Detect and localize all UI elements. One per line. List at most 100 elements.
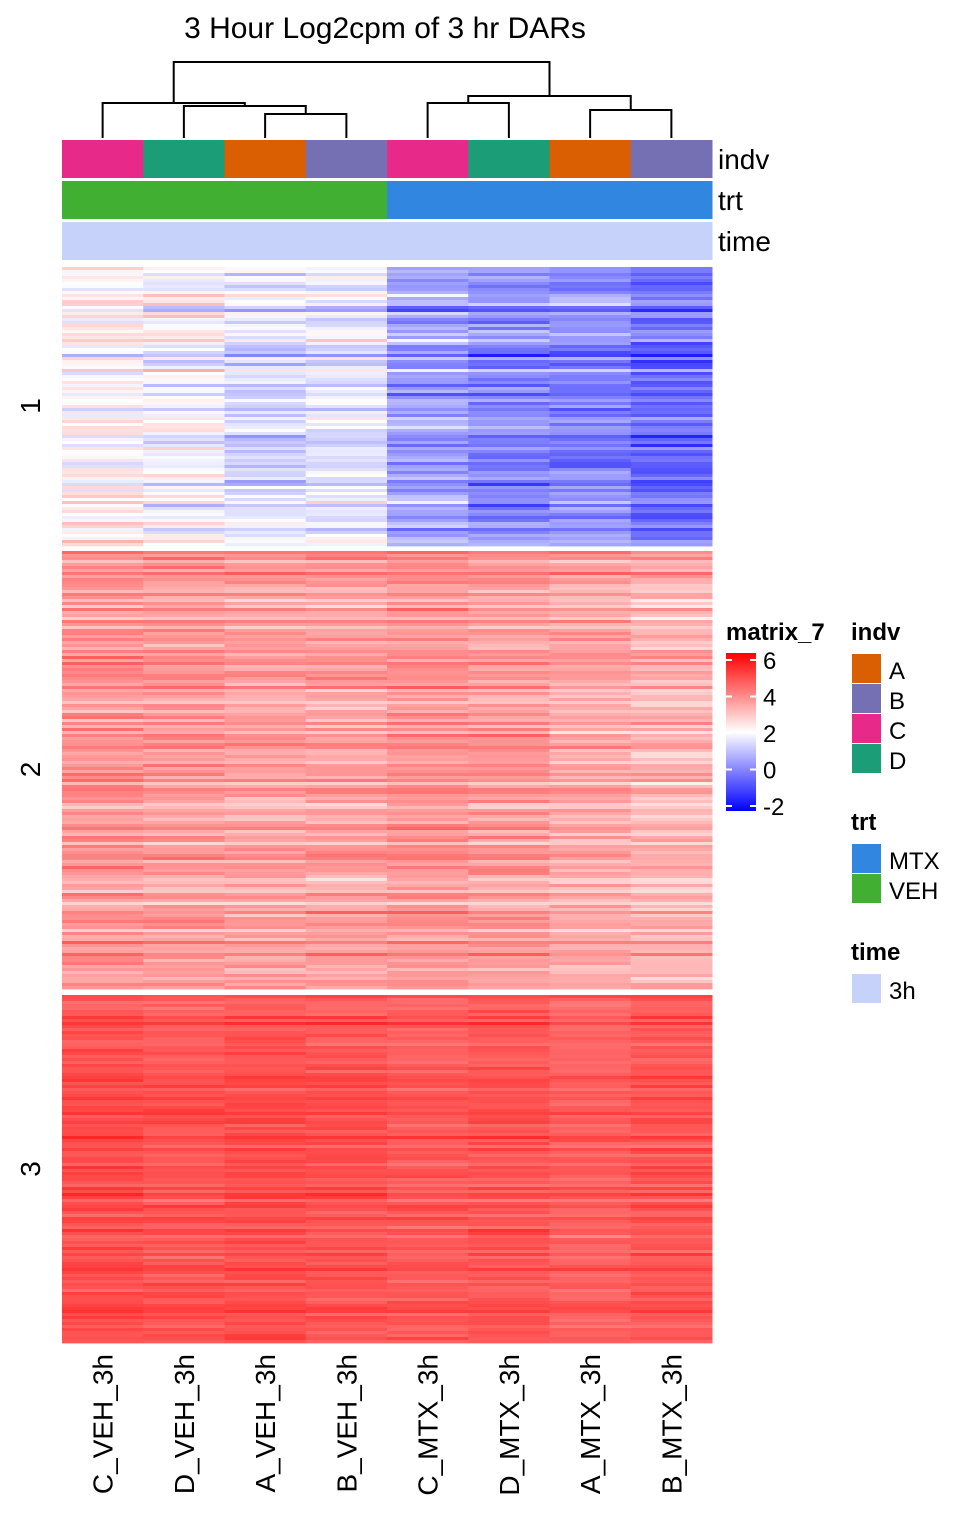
heatmap-cell: [549, 498, 632, 502]
heatmap-cell: [143, 1025, 225, 1029]
heatmap-cell: [62, 1319, 144, 1323]
heatmap-cell: [387, 608, 469, 612]
heatmap-cell: [143, 450, 225, 454]
heatmap-cell: [305, 1244, 388, 1248]
heatmap-cell: [62, 833, 144, 837]
heatmap-cell: [630, 441, 713, 445]
heatmap-cell: [630, 926, 713, 930]
legend-item-label: D: [889, 748, 906, 775]
heatmap-cell: [305, 420, 388, 424]
heatmap-cell: [387, 1037, 469, 1041]
heatmap-cell: [224, 1046, 307, 1050]
heatmap-cell: [224, 635, 307, 639]
heatmap-cell: [549, 1316, 632, 1320]
heatmap-cell: [549, 950, 632, 954]
heatmap-cell: [549, 1016, 632, 1020]
heatmap-cell: [143, 1247, 225, 1251]
heatmap-cell: [224, 1271, 307, 1275]
heatmap-cell: [305, 1328, 388, 1332]
heatmap-cell: [468, 441, 550, 445]
heatmap-cell: [630, 1082, 713, 1086]
heatmap-cell: [62, 1166, 144, 1170]
heatmap-cell: [387, 1208, 469, 1212]
heatmap-cell: [468, 554, 550, 558]
heatmap-cell: [468, 483, 550, 487]
heatmap-cell: [62, 1139, 144, 1143]
heatmap-cell: [387, 755, 469, 759]
heatmap-cell: [630, 1034, 713, 1038]
heatmap-cell: [224, 932, 307, 936]
heatmap-cell: [549, 593, 632, 597]
heatmap-cell: [549, 641, 632, 645]
heatmap-cell: [468, 1292, 550, 1296]
heatmap-cell: [62, 692, 144, 696]
heatmap-cell: [549, 1088, 632, 1092]
heatmap-cell: [549, 1196, 632, 1200]
heatmap-cell: [224, 1256, 307, 1260]
heatmap-cell: [62, 908, 144, 912]
heatmap-cell: [630, 920, 713, 924]
heatmap-cell: [630, 1313, 713, 1317]
heatmap-cell: [549, 411, 632, 415]
heatmap-cell: [62, 641, 144, 645]
heatmap-cell: [630, 812, 713, 816]
heatmap-cell: [630, 1286, 713, 1290]
heatmap-cell: [305, 1223, 388, 1227]
heatmap-cell: [62, 327, 144, 331]
heatmap-cell: [305, 1148, 388, 1152]
heatmap-cell: [143, 447, 225, 451]
heatmap-cell: [630, 923, 713, 927]
heatmap-cell: [468, 1151, 550, 1155]
heatmap-cell: [143, 1235, 225, 1239]
heatmap-cell: [143, 1172, 225, 1176]
heatmap-cell: [62, 578, 144, 582]
heatmap-cell: [468, 1142, 550, 1146]
heatmap-cell: [387, 1226, 469, 1230]
heatmap-cell: [143, 354, 225, 358]
heatmap-cell: [62, 890, 144, 894]
heatmap-cell: [468, 1157, 550, 1161]
heatmap-cell: [549, 740, 632, 744]
heatmap-cell: [549, 1187, 632, 1191]
heatmap-cell: [468, 369, 550, 373]
heatmap-cell: [224, 399, 307, 403]
heatmap-cell: [143, 845, 225, 849]
heatmap-cell: [468, 551, 550, 555]
heatmap-cell: [62, 273, 144, 277]
heatmap-cell: [549, 677, 632, 681]
heatmap-cell: [549, 1205, 632, 1209]
heatmap-cell: [224, 1067, 307, 1071]
heatmap-cell: [305, 866, 388, 870]
heatmap-cell: [305, 671, 388, 675]
heatmap-cell: [224, 1340, 307, 1344]
heatmap-cell: [62, 531, 144, 535]
heatmap-cell: [143, 267, 225, 271]
heatmap-cell: [305, 1205, 388, 1209]
heatmap-cell: [62, 1079, 144, 1083]
heatmap-cell: [143, 315, 225, 319]
heatmap-cell: [549, 324, 632, 328]
heatmap-cell: [549, 510, 632, 514]
heatmap-cell: [468, 581, 550, 585]
annotation-cell-time: [62, 222, 144, 260]
heatmap-cell: [468, 809, 550, 813]
legend-item-label: A: [889, 658, 905, 685]
heatmap-cell: [549, 674, 632, 678]
heatmap-cell: [630, 531, 713, 535]
heatmap-cell: [224, 959, 307, 963]
heatmap-cell: [387, 725, 469, 729]
heatmap-cell: [305, 953, 388, 957]
heatmap-cell: [468, 899, 550, 903]
heatmap-cell: [62, 947, 144, 951]
heatmap-cell: [630, 297, 713, 301]
heatmap-cell: [143, 836, 225, 840]
heatmap-cell: [549, 1094, 632, 1098]
heatmap-cell: [549, 626, 632, 630]
heatmap-cell: [224, 824, 307, 828]
heatmap-cell: [468, 1340, 550, 1344]
heatmap-cell: [387, 587, 469, 591]
heatmap-cell: [143, 914, 225, 918]
heatmap-cell: [387, 1040, 469, 1044]
heatmap-cell: [305, 590, 388, 594]
